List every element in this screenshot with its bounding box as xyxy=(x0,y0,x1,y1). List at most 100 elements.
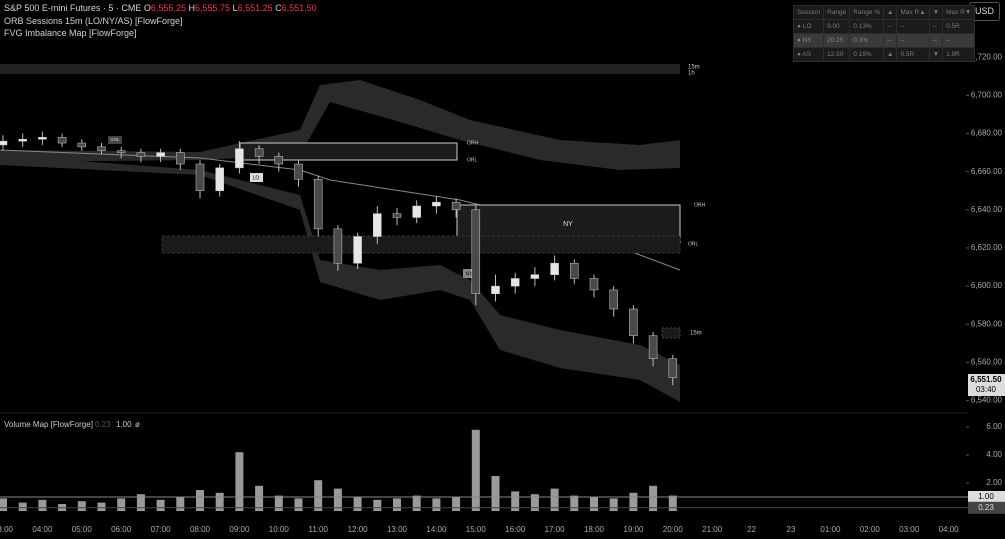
volume-bar xyxy=(412,495,421,511)
table-cell: -- xyxy=(928,33,944,48)
y-tick-label: 2.00 xyxy=(986,478,1002,487)
volume-bar xyxy=(38,499,47,511)
price-box xyxy=(968,374,1005,396)
time-label: 06:00 xyxy=(111,525,132,534)
table-cell: -- xyxy=(942,33,976,48)
candle-body xyxy=(432,201,441,207)
ohlc-value: 6,551.50 xyxy=(281,3,317,13)
table-cell: ● LO xyxy=(792,19,825,34)
candle-body xyxy=(136,152,146,157)
candle-body xyxy=(373,213,382,237)
candle-body xyxy=(294,163,303,180)
tag xyxy=(463,269,476,278)
volume-bar xyxy=(393,498,401,511)
candle-body xyxy=(570,262,579,279)
volume-bar xyxy=(353,497,362,511)
annotation: 15m xyxy=(688,65,700,71)
volume-bar xyxy=(136,494,145,511)
volume-bar xyxy=(629,492,638,511)
tag xyxy=(250,173,263,182)
volume-bar xyxy=(452,497,461,511)
time-label: 20:00 xyxy=(663,525,684,534)
table-cell: ▼ xyxy=(928,5,944,20)
table-cell: ▼ xyxy=(928,47,944,62)
time-label: 14:00 xyxy=(426,525,447,534)
y-tick-label: 6,700.00 xyxy=(971,90,1003,99)
volume-bar xyxy=(215,492,224,511)
indicator-label[interactable]: FVG Imbalance Map [FlowForge] xyxy=(4,28,137,38)
annotation: ORH xyxy=(694,202,706,208)
volume-bar xyxy=(590,497,598,511)
volume-bar xyxy=(570,495,579,511)
table-cell: -- xyxy=(883,33,898,48)
volume-bar xyxy=(530,494,539,511)
y-tick-label: 4.00 xyxy=(986,450,1002,459)
candle-body xyxy=(629,308,638,336)
countdown: 03:40 xyxy=(976,385,997,394)
candle-body xyxy=(18,138,27,142)
htf-zone xyxy=(0,64,680,74)
candle-body xyxy=(254,148,264,157)
table-cell: 1.9R xyxy=(942,47,976,62)
candle-body xyxy=(471,209,481,294)
ohlc-value: 6,555.75 xyxy=(194,3,231,13)
annotation: VOL xyxy=(110,137,120,142)
table-cell: ▲ xyxy=(883,5,898,20)
lower-band xyxy=(0,155,680,402)
candle-body xyxy=(550,262,559,275)
time-label: 15:00 xyxy=(466,525,487,534)
candle-body xyxy=(116,150,126,153)
ohlc-label: L xyxy=(232,3,238,13)
table-cell: 20.25 xyxy=(823,33,851,48)
volume-bar xyxy=(333,488,342,511)
candle-body xyxy=(195,163,205,191)
volume-legend: Volume Map [FlowForge] xyxy=(4,420,93,429)
volume-bar xyxy=(255,485,264,511)
table-cell: 0.5R xyxy=(942,19,976,34)
time-label: 03:00 xyxy=(899,525,920,534)
annotation: 15m xyxy=(690,331,702,337)
last-price: 6,551.50 xyxy=(970,375,1002,384)
table-cell: -- xyxy=(896,19,930,34)
annotation: NY xyxy=(466,271,474,277)
y-tick-label: 6,720.00 xyxy=(971,52,1003,61)
candle-body xyxy=(215,167,224,191)
volume-bar xyxy=(314,480,323,511)
table-cell: 0.5R xyxy=(896,47,930,62)
candle-body xyxy=(392,213,402,218)
candle-body xyxy=(648,335,658,359)
volume-bar xyxy=(196,490,204,511)
time-label: 02:00 xyxy=(860,525,881,534)
table-cell: Session xyxy=(792,5,825,20)
time-label: 05:00 xyxy=(72,525,93,534)
y-tick-label: 6,540.00 xyxy=(971,396,1003,405)
y-tick-label: 6,600.00 xyxy=(971,281,1003,290)
reference-label: 0.23 xyxy=(978,503,994,512)
volume-bar xyxy=(77,501,86,511)
table-row: ● AS 12.50 0.19% ▲ 0.5R ▼ 1.9R xyxy=(792,47,976,62)
time-label: 22 xyxy=(747,525,756,534)
y-tick-label: 6,660.00 xyxy=(971,167,1003,176)
candle-body xyxy=(589,278,599,291)
table-cell: ● NY xyxy=(792,33,825,48)
reference-label: 1.00 xyxy=(978,492,994,501)
y-tick-label: 6,580.00 xyxy=(971,319,1003,328)
ohlc-label: H xyxy=(188,3,195,13)
table-cell: 12.50 xyxy=(823,47,851,62)
candle-body xyxy=(77,142,87,148)
symbol-header: S&P 500 E-mini Futures · 5 · CME O6,555.… xyxy=(4,3,317,13)
tag xyxy=(108,136,122,144)
candle-body xyxy=(176,152,185,165)
time-label: 01:00 xyxy=(820,525,841,534)
annotation: NY xyxy=(563,221,573,228)
candle-body xyxy=(313,179,323,230)
reference-box xyxy=(968,501,1005,514)
table-cell: Max R▲ xyxy=(896,5,930,20)
volume-bar xyxy=(156,499,165,511)
volume-param: 1.00 xyxy=(116,420,132,429)
indicator-label[interactable]: ORB Sessions 15m (LO/NY/AS) [FlowForge] xyxy=(4,16,183,26)
table-row: ● NY 20.25 0.3% -- -- -- -- xyxy=(792,33,976,48)
time-label: 08:00 xyxy=(190,525,211,534)
volume-bar xyxy=(294,498,303,511)
